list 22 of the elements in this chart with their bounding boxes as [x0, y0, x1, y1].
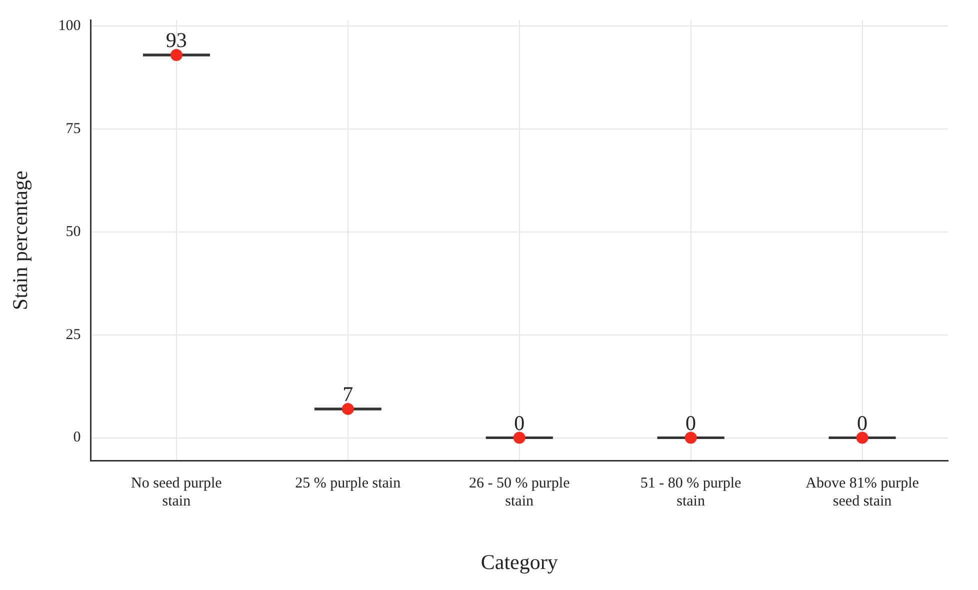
point: [170, 48, 182, 61]
x-tick-label: 51 - 80 % purple stain: [640, 476, 742, 510]
y-tick-label: 50: [66, 224, 81, 240]
x-axis-title: Category: [480, 550, 558, 574]
point: [684, 432, 697, 444]
x-tick-label: No seed purple stain: [131, 476, 222, 510]
x-tick-label: 25 % purple stain: [295, 476, 402, 492]
x-tick-label: 26 - 50 % purple stain: [468, 476, 570, 510]
data-label: 0: [686, 410, 696, 435]
y-tick-label: 100: [58, 18, 81, 34]
data-label: 7: [342, 382, 354, 406]
point: [856, 432, 868, 444]
y-tick-label: 25: [66, 326, 81, 343]
x-tick-label: Above 81% purple seed stain: [806, 476, 920, 510]
point: [513, 432, 526, 444]
data-label: 93: [166, 28, 187, 52]
y-axis-title: Stain percentage: [8, 170, 32, 310]
y-tick-label: 0: [73, 430, 81, 446]
data-label: 0: [514, 410, 525, 435]
point: [342, 402, 354, 415]
data-label: 0: [857, 410, 868, 435]
y-tick-label: 75: [66, 121, 81, 138]
